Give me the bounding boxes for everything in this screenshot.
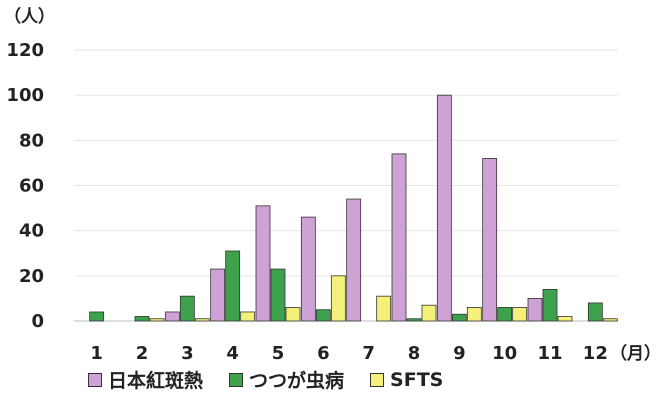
x-tick-label: 2 (136, 343, 149, 364)
x-tick-label: 10 (492, 343, 517, 364)
bar (587, 302, 603, 322)
legend-item-1: 日本紅斑熱 (88, 366, 203, 393)
legend-swatch-2 (229, 372, 244, 387)
x-tick-label: 11 (537, 343, 562, 364)
bar (315, 309, 331, 322)
x-tick-label: 12 (583, 343, 608, 364)
legend-label-3: SFTS (390, 368, 444, 391)
gridlines (74, 49, 618, 322)
y-tick-label: 0 (31, 311, 44, 332)
bar (497, 307, 513, 322)
y-tick-label: 100 (6, 85, 44, 106)
bar (300, 216, 316, 322)
legend-label-2: つつが虫病 (249, 370, 345, 392)
y-tick-label: 40 (19, 221, 44, 242)
y-tick-label: 60 (19, 176, 44, 197)
bar (194, 318, 210, 322)
bar (255, 205, 271, 322)
bar (406, 318, 422, 322)
bar (225, 250, 241, 322)
bar (557, 316, 573, 322)
bar (164, 311, 180, 322)
bar (376, 295, 392, 322)
y-tick-label: 120 (6, 40, 44, 61)
legend-item-2: つつが虫病 (229, 366, 344, 393)
bar (466, 307, 482, 322)
bar (210, 268, 226, 322)
bar (391, 153, 407, 322)
bar (482, 157, 498, 322)
legend: 日本紅斑熱 つつが虫病 SFTS (88, 366, 469, 393)
bar (512, 307, 528, 322)
bar (421, 304, 437, 322)
legend-label-1: 日本紅斑熱 (108, 370, 204, 392)
bar (527, 298, 543, 322)
y-tick-label: 80 (19, 130, 44, 151)
legend-swatch-1 (88, 372, 102, 387)
bar (134, 316, 150, 322)
bar (436, 94, 452, 322)
x-tick-labels: 1 2 3 4 5 6 7 8 9 10 11 12 (90, 343, 607, 364)
x-tick-label: 3 (181, 343, 194, 364)
bar (240, 311, 256, 322)
y-tick-labels: 0 20 40 60 80 100 120 (6, 40, 44, 332)
bar (149, 318, 165, 322)
x-tick-label: 8 (408, 343, 421, 364)
bars (89, 94, 618, 322)
legend-item-3: SFTS (370, 369, 443, 391)
y-unit-label: （人） (4, 6, 55, 27)
bar (270, 268, 286, 322)
bar (451, 313, 467, 322)
bar (542, 288, 558, 322)
x-tick-label: 7 (362, 343, 375, 364)
bar (285, 307, 301, 322)
bar (89, 311, 105, 322)
y-tick-label: 20 (19, 266, 44, 287)
x-tick-label: 9 (453, 343, 466, 364)
legend-swatch-3 (370, 372, 385, 387)
bar (602, 318, 618, 322)
x-tick-label: 4 (226, 343, 239, 364)
x-tick-label: 1 (90, 343, 103, 364)
x-tick-label: 6 (317, 343, 330, 364)
x-unit-label: （月） (610, 343, 661, 364)
x-tick-label: 5 (272, 343, 285, 364)
bar (330, 275, 346, 322)
bar (346, 198, 362, 322)
bar (179, 295, 195, 322)
